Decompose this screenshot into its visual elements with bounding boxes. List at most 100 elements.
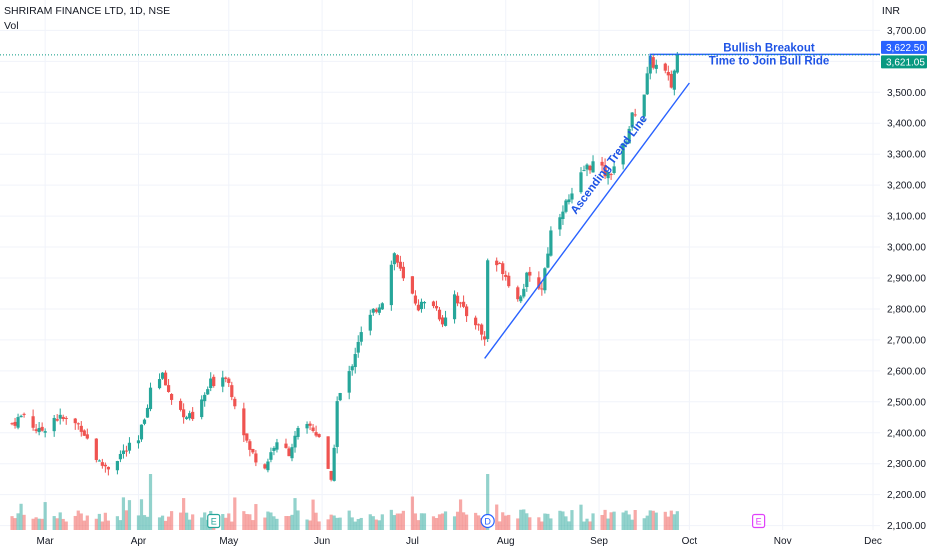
volume-bar bbox=[191, 514, 195, 530]
volume-bar bbox=[103, 512, 107, 530]
earnings-marker[interactable] bbox=[752, 513, 766, 529]
candle-body bbox=[248, 441, 252, 450]
candle-body bbox=[483, 336, 487, 340]
candle-body bbox=[206, 389, 210, 395]
volume-bar bbox=[97, 513, 101, 530]
volume-bar bbox=[437, 514, 442, 530]
candle-body bbox=[266, 461, 270, 471]
volume-bar bbox=[338, 517, 342, 530]
volume-bar bbox=[540, 521, 544, 530]
candle-body bbox=[537, 277, 541, 289]
candle-body bbox=[94, 438, 98, 460]
volume-bar bbox=[585, 518, 589, 530]
ascending-trend-line[interactable] bbox=[484, 82, 690, 359]
volume-bar bbox=[115, 516, 120, 530]
symbol-title[interactable]: SHRIRAM FINANCE LTD, 1D, NSE bbox=[4, 5, 171, 17]
candle-body bbox=[169, 394, 174, 400]
candle-body bbox=[157, 379, 162, 389]
candle-body bbox=[477, 324, 481, 326]
earnings-marker[interactable] bbox=[207, 513, 221, 529]
last-price-tag bbox=[881, 55, 927, 69]
candle-body bbox=[498, 263, 502, 265]
price-tick-label: 2,900.00 bbox=[887, 274, 926, 285]
volume-bar bbox=[43, 502, 47, 530]
price-tick-label: 2,300.00 bbox=[887, 459, 926, 470]
volume-bar bbox=[579, 504, 583, 530]
candle-body bbox=[293, 435, 297, 448]
candle-body bbox=[633, 114, 637, 116]
volume-bar bbox=[200, 517, 204, 530]
volume-bar bbox=[73, 515, 77, 530]
candle-body bbox=[115, 461, 120, 471]
candle-body bbox=[338, 392, 342, 401]
volume-bar bbox=[182, 498, 186, 530]
time-axis[interactable]: Mar Apr May Jun Jul Aug Sep Oct Nov Dec bbox=[37, 536, 882, 547]
volume-bar bbox=[317, 521, 321, 530]
candle-body bbox=[666, 71, 670, 76]
price-axis[interactable]: 2,100.00 2,200.00 2,300.00 2,400.00 2,500.00… bbox=[887, 26, 926, 532]
candle-body bbox=[675, 53, 679, 73]
trendline-label: Ascending Trend Line bbox=[569, 113, 650, 217]
price-tick-label: 2,600.00 bbox=[887, 366, 926, 377]
breakout-annotation[interactable]: Bullish Breakout Time to Join Bull Ride bbox=[649, 42, 880, 67]
volume-bar bbox=[669, 510, 673, 530]
volume-bar bbox=[368, 514, 372, 530]
candle-body bbox=[579, 172, 583, 193]
candle-body bbox=[528, 271, 532, 276]
candle-body bbox=[371, 308, 375, 313]
volume-bar bbox=[672, 514, 676, 530]
volume-bar bbox=[431, 516, 436, 530]
trendline-annotation[interactable]: Ascending Trend Line bbox=[484, 82, 690, 359]
candle-body bbox=[516, 287, 520, 300]
volume-bar bbox=[106, 520, 110, 530]
month-tick-label: Apr bbox=[131, 536, 147, 547]
candle-body bbox=[440, 317, 445, 325]
candle-body bbox=[410, 276, 415, 294]
volume-bar bbox=[139, 499, 144, 530]
candle-body bbox=[525, 272, 529, 288]
currency-label[interactable]: INR bbox=[881, 5, 900, 17]
candle-body bbox=[443, 317, 448, 326]
dividend-marker[interactable] bbox=[480, 513, 495, 529]
volume-bar bbox=[31, 518, 35, 530]
candle-body bbox=[395, 255, 399, 263]
volume-bar bbox=[163, 520, 168, 530]
volume-bar bbox=[645, 515, 649, 530]
candle-body bbox=[19, 415, 23, 418]
volume-bar bbox=[591, 513, 595, 530]
volume-bar bbox=[567, 521, 571, 530]
volume-bar bbox=[22, 514, 26, 530]
candle-body bbox=[353, 354, 357, 368]
candle-body bbox=[31, 416, 35, 428]
volume-bar bbox=[621, 512, 625, 530]
candle-body bbox=[431, 301, 436, 307]
candle-body bbox=[567, 199, 571, 203]
candle-body bbox=[609, 174, 613, 176]
candle-body bbox=[314, 432, 318, 436]
candle-body bbox=[163, 372, 168, 386]
volume-legend[interactable]: Vol bbox=[4, 20, 19, 32]
candle-body bbox=[564, 200, 568, 212]
candle-body bbox=[224, 377, 228, 379]
month-tick-label: Dec bbox=[864, 536, 882, 547]
month-tick-label: Jul bbox=[406, 536, 419, 547]
candle-body bbox=[103, 464, 107, 467]
candle-body bbox=[179, 400, 183, 410]
candle-body bbox=[10, 423, 14, 425]
candle-body bbox=[142, 419, 147, 424]
candle-body bbox=[160, 372, 165, 379]
volume-bar bbox=[16, 513, 20, 530]
candle-body bbox=[182, 409, 186, 418]
volume-bar bbox=[522, 509, 526, 530]
volume-bar bbox=[34, 517, 38, 530]
volume-bar bbox=[353, 521, 357, 530]
candle-body bbox=[254, 453, 258, 463]
breakout-level-line[interactable] bbox=[649, 53, 880, 65]
volume-bar bbox=[121, 497, 126, 530]
candle-body bbox=[166, 385, 171, 392]
candle-body bbox=[34, 429, 38, 431]
volume-bar bbox=[675, 511, 679, 530]
volume-bar bbox=[335, 517, 339, 530]
